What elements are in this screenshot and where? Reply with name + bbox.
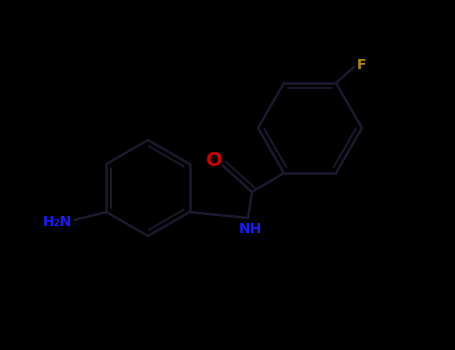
Text: O: O <box>206 152 222 170</box>
Text: H₂N: H₂N <box>43 215 72 229</box>
Text: NH: NH <box>238 222 262 236</box>
Text: F: F <box>357 58 366 72</box>
